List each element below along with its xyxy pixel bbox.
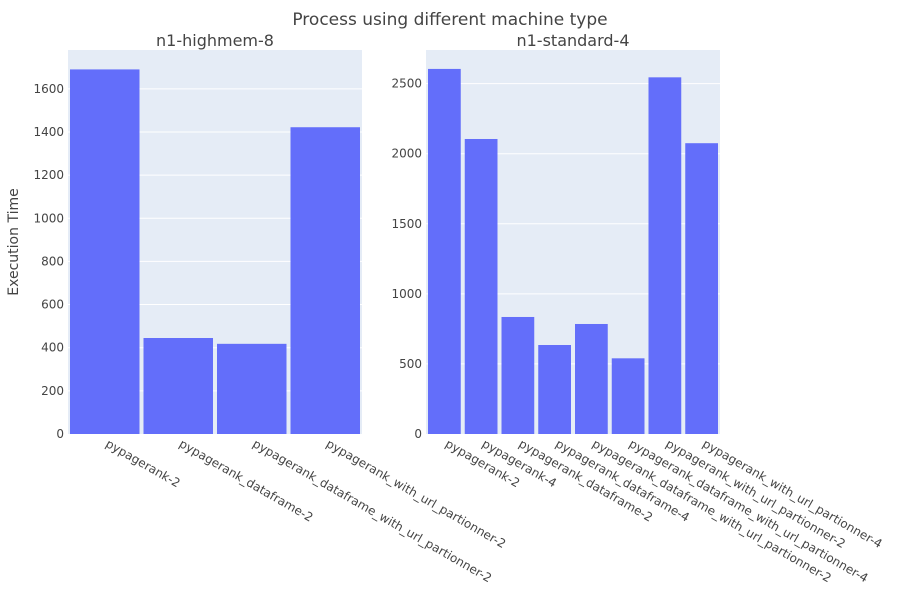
x-tick-label: pypagerank_dataframe-2 [177, 436, 316, 524]
bar [217, 343, 287, 434]
bar [70, 69, 140, 434]
y-tick-label: 1000 [33, 211, 64, 225]
y-tick-label: 1000 [391, 287, 422, 301]
bar [428, 68, 461, 434]
y-tick-label: 800 [41, 254, 64, 268]
y-tick-label: 1600 [33, 82, 64, 96]
y-tick-label: 1200 [33, 168, 64, 182]
bar [648, 77, 682, 435]
bar [501, 316, 535, 434]
y-tick-label: 400 [41, 341, 64, 355]
bar [538, 345, 571, 434]
bar [685, 143, 718, 434]
bar [575, 323, 608, 434]
figure-title: Process using different machine type [292, 10, 607, 30]
subplot-2: 05001000150020002500pypagerank-2pypagera… [391, 31, 884, 585]
y-tick-label: 0 [414, 427, 422, 441]
y-tick-label: 600 [41, 298, 64, 312]
x-tick-label: pypagerank-2 [103, 436, 182, 490]
y-tick-label: 500 [399, 357, 422, 371]
bar [464, 138, 498, 434]
bar [143, 338, 213, 434]
subplot-title: n1-highmem-8 [156, 31, 274, 50]
y-tick-label: 2500 [391, 77, 422, 91]
y-tick-label: 1400 [33, 125, 64, 139]
subplot-title: n1-standard-4 [516, 31, 629, 50]
bar [290, 127, 360, 435]
y-axis-title: Execution Time [6, 188, 22, 295]
y-tick-label: 0 [56, 427, 64, 441]
y-tick-label: 2000 [391, 147, 422, 161]
y-tick-label: 200 [41, 384, 64, 398]
y-tick-label: 1500 [391, 217, 422, 231]
bar [611, 358, 645, 434]
chart-panels: 0 200 400 600 800 1000 1200 1400 1600 pypagerank-… [6, 31, 885, 585]
